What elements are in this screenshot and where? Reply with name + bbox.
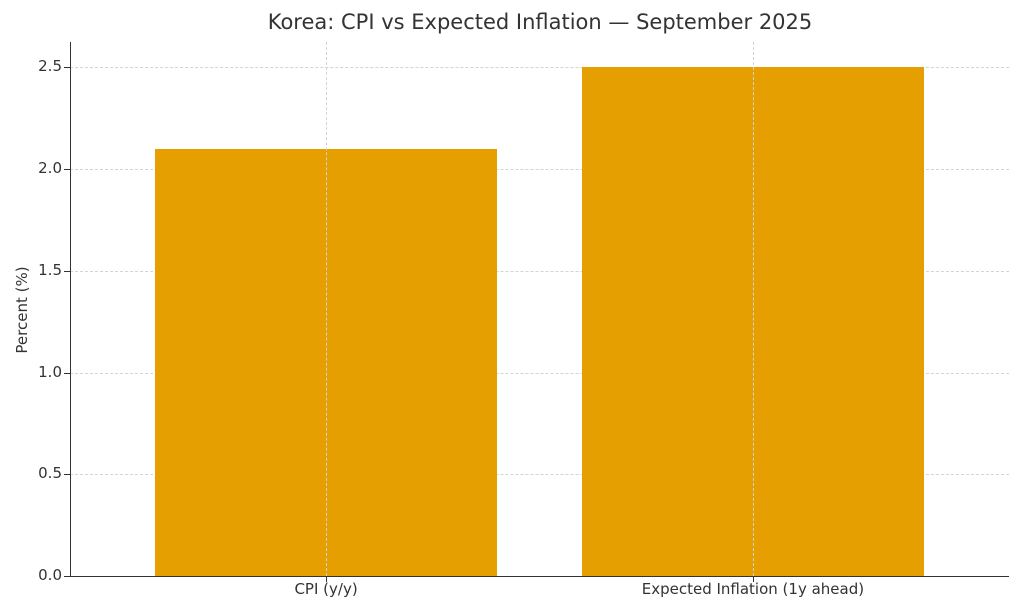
y-tick-mark — [64, 67, 70, 69]
y-tick-label: 2.0 — [38, 159, 62, 178]
y-axis-label: Percent (%) — [13, 266, 31, 354]
y-tick-mark — [64, 474, 70, 476]
y-tick-mark — [64, 169, 70, 171]
h-gridline — [70, 169, 1009, 171]
y-tick-label: 1.0 — [38, 362, 62, 381]
h-gridline — [70, 67, 1009, 69]
h-gridline — [70, 372, 1009, 374]
v-gridline — [752, 42, 754, 576]
y-tick-label: 0.0 — [38, 566, 62, 584]
y-axis-line — [70, 42, 72, 577]
y-tick-label: 0.5 — [38, 464, 62, 483]
h-gridline — [70, 270, 1009, 272]
chart-title: Korea: CPI vs Expected Inflation — Septe… — [267, 10, 813, 34]
y-tick-label: 2.5 — [38, 57, 62, 76]
x-tick-mark — [752, 577, 754, 582]
v-gridline — [326, 42, 328, 576]
plot-area — [70, 42, 1009, 576]
y-tick-mark — [64, 270, 70, 272]
x-tick-label: Expected Inflation (1y ahead) — [641, 580, 865, 598]
y-tick-mark — [64, 372, 70, 374]
x-axis-line — [70, 576, 1009, 578]
x-tick-mark — [326, 577, 328, 582]
y-tick-label: 1.5 — [38, 260, 62, 279]
h-gridline — [70, 474, 1009, 476]
bar-1 — [582, 67, 924, 576]
x-tick-label: CPI (y/y) — [294, 580, 358, 598]
y-tick-mark — [64, 576, 70, 577]
